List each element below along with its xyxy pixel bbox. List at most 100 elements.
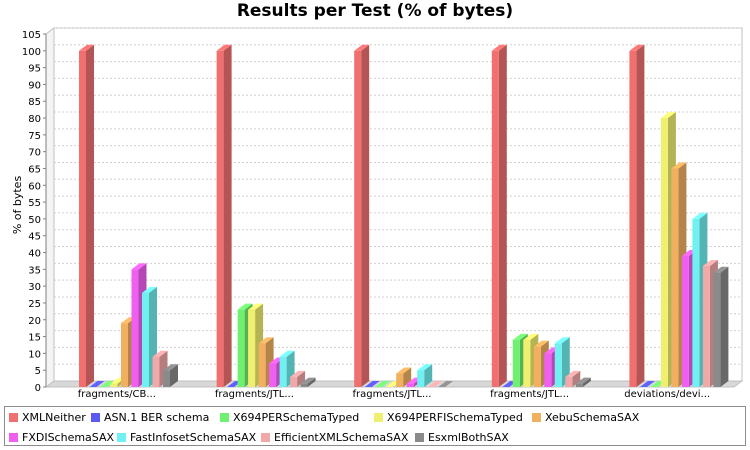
legend-item: EfficientXMLSchemaSAX <box>261 430 408 444</box>
bar <box>554 343 562 387</box>
legend-swatch <box>374 412 383 422</box>
bar-top <box>702 259 718 266</box>
y-tick-label: 40 <box>28 249 41 260</box>
bar-top <box>142 286 157 293</box>
legend-item: EsxmlBothSAX <box>415 430 509 444</box>
bar <box>544 353 552 387</box>
x-tick-label: fragments/JTL... <box>490 389 569 400</box>
legend-item: X694PERFISchemaTyped <box>374 410 523 424</box>
bar-side <box>498 44 507 388</box>
y-tick-label: 50 <box>28 215 41 226</box>
legend-item: X694PERSchemaTyped <box>220 410 359 424</box>
bar-chart: % of bytes 0 5 10 15 20 25 30 35 40 45 50 55 60 65 70 7… <box>11 27 744 400</box>
bar <box>671 168 679 387</box>
bar <box>565 376 573 387</box>
legend-label: XMLNeither <box>22 410 86 424</box>
bar-top <box>417 364 433 371</box>
bar <box>79 50 86 388</box>
bar <box>279 356 287 387</box>
y-tick-label: 0 <box>35 383 41 394</box>
y-tick-label: 70 <box>28 148 41 159</box>
bar-top <box>152 350 168 357</box>
bar-side <box>307 377 316 387</box>
bar-top <box>438 381 454 387</box>
legend-item: ASN.1 BER schema <box>91 410 209 424</box>
legend-label: X694PERSchemaTyped <box>233 410 360 424</box>
y-tick-label: 100 <box>22 47 41 58</box>
bar-side <box>424 364 433 387</box>
bar <box>713 272 721 387</box>
y-tick-label: 95 <box>28 64 41 75</box>
bar <box>396 373 404 387</box>
bar <box>216 50 224 388</box>
y-axis-label: % of bytes <box>11 176 24 235</box>
legend-label: ASN.1 BER schema <box>104 410 210 424</box>
x-tick-label: deviations/devi... <box>624 389 710 400</box>
plot-back-wall <box>53 27 743 382</box>
legend-item: FXDISchemaSAX <box>9 430 114 444</box>
bar <box>533 346 541 387</box>
chart-legend: XMLNeither ASN.1 BER schema X694PERSchemaT… <box>4 406 746 446</box>
bar-top <box>300 377 316 384</box>
bar-top <box>491 44 507 51</box>
bar-side <box>361 44 370 388</box>
bar-top <box>713 266 729 273</box>
x-tick-label: fragments/JTL... <box>215 389 294 400</box>
bar <box>248 309 256 387</box>
y-tick-label: 10 <box>28 349 41 360</box>
legend-swatch <box>117 432 126 442</box>
bar-top <box>79 44 94 51</box>
bar-top <box>237 303 253 310</box>
bar-top <box>629 44 645 51</box>
bar <box>142 292 149 387</box>
legend-label: FastInfosetSchemaSAX <box>130 430 257 444</box>
bar-top <box>100 381 115 387</box>
bar-top <box>396 367 412 374</box>
bar-side <box>170 364 178 387</box>
y-tick-label: 55 <box>28 198 41 209</box>
y-tick-label: 75 <box>28 131 41 142</box>
bar-top <box>131 263 147 270</box>
bar <box>406 383 414 387</box>
legend-swatch <box>91 412 100 422</box>
bar-side <box>582 377 591 387</box>
bar <box>237 309 245 387</box>
bar-top <box>660 112 676 119</box>
chart-title: Results per Test (% of bytes) <box>236 1 514 21</box>
bar <box>660 118 668 388</box>
bar <box>269 363 277 387</box>
y-tick-label: 35 <box>28 265 41 276</box>
y-tick-label: 20 <box>28 316 41 327</box>
legend-swatch <box>532 412 541 422</box>
bar-top <box>565 370 581 377</box>
bar <box>629 50 637 388</box>
bar <box>417 370 425 387</box>
bar <box>258 343 266 387</box>
y-tick-label: 60 <box>28 181 41 192</box>
bar-top <box>216 44 232 51</box>
bar-top <box>354 44 370 51</box>
legend-label: X694PERFISchemaTyped <box>387 410 523 424</box>
bar-top <box>375 381 391 387</box>
bar-top <box>258 337 274 344</box>
x-tick-label: fragments/CB... <box>78 389 156 400</box>
y-tick-label: 5 <box>35 366 41 377</box>
bar <box>692 218 700 387</box>
bar <box>163 370 170 387</box>
legend-label: EfficientXMLSchemaSAX <box>274 430 409 444</box>
legend-item: FastInfosetSchemaSAX <box>117 430 256 444</box>
bar <box>110 383 118 387</box>
bar-side <box>561 337 570 387</box>
y-tick-label: 80 <box>28 114 41 125</box>
y-tick-label: 90 <box>28 80 41 91</box>
bar-top <box>575 377 591 384</box>
bar-top <box>512 333 528 340</box>
bar-side <box>636 44 645 388</box>
y-tick-label: 105 <box>22 30 41 41</box>
bar <box>300 383 308 387</box>
bar-side <box>297 370 306 387</box>
bar <box>702 265 710 387</box>
bar <box>681 255 689 387</box>
bar-top <box>639 381 655 387</box>
bar-top <box>364 381 380 387</box>
